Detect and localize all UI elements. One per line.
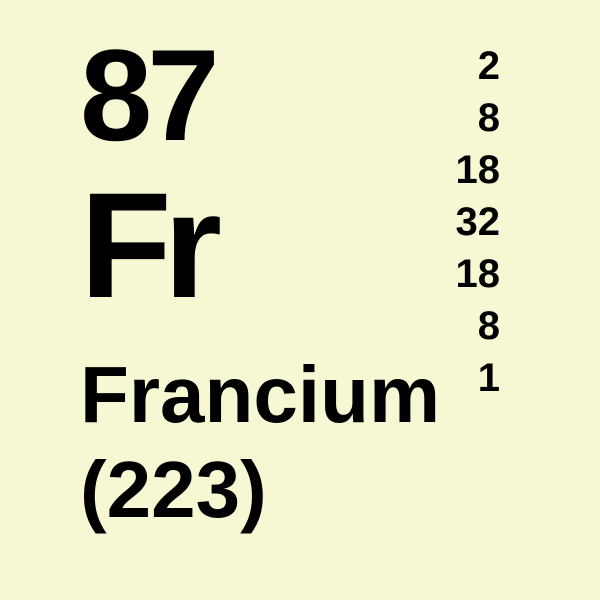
shell-value: 18 xyxy=(456,248,501,300)
atomic-number: 87 xyxy=(80,30,215,160)
shell-value: 18 xyxy=(456,144,501,196)
electron-shells: 2 8 18 32 18 8 1 xyxy=(456,40,501,404)
element-symbol: Fr xyxy=(80,170,214,320)
shell-value: 8 xyxy=(456,92,501,144)
shell-value: 2 xyxy=(456,40,501,92)
shell-value: 8 xyxy=(456,300,501,352)
shell-value: 32 xyxy=(456,196,501,248)
atomic-mass: (223) xyxy=(80,450,267,530)
shell-value: 1 xyxy=(456,352,501,404)
element-name: Francium xyxy=(80,355,440,435)
